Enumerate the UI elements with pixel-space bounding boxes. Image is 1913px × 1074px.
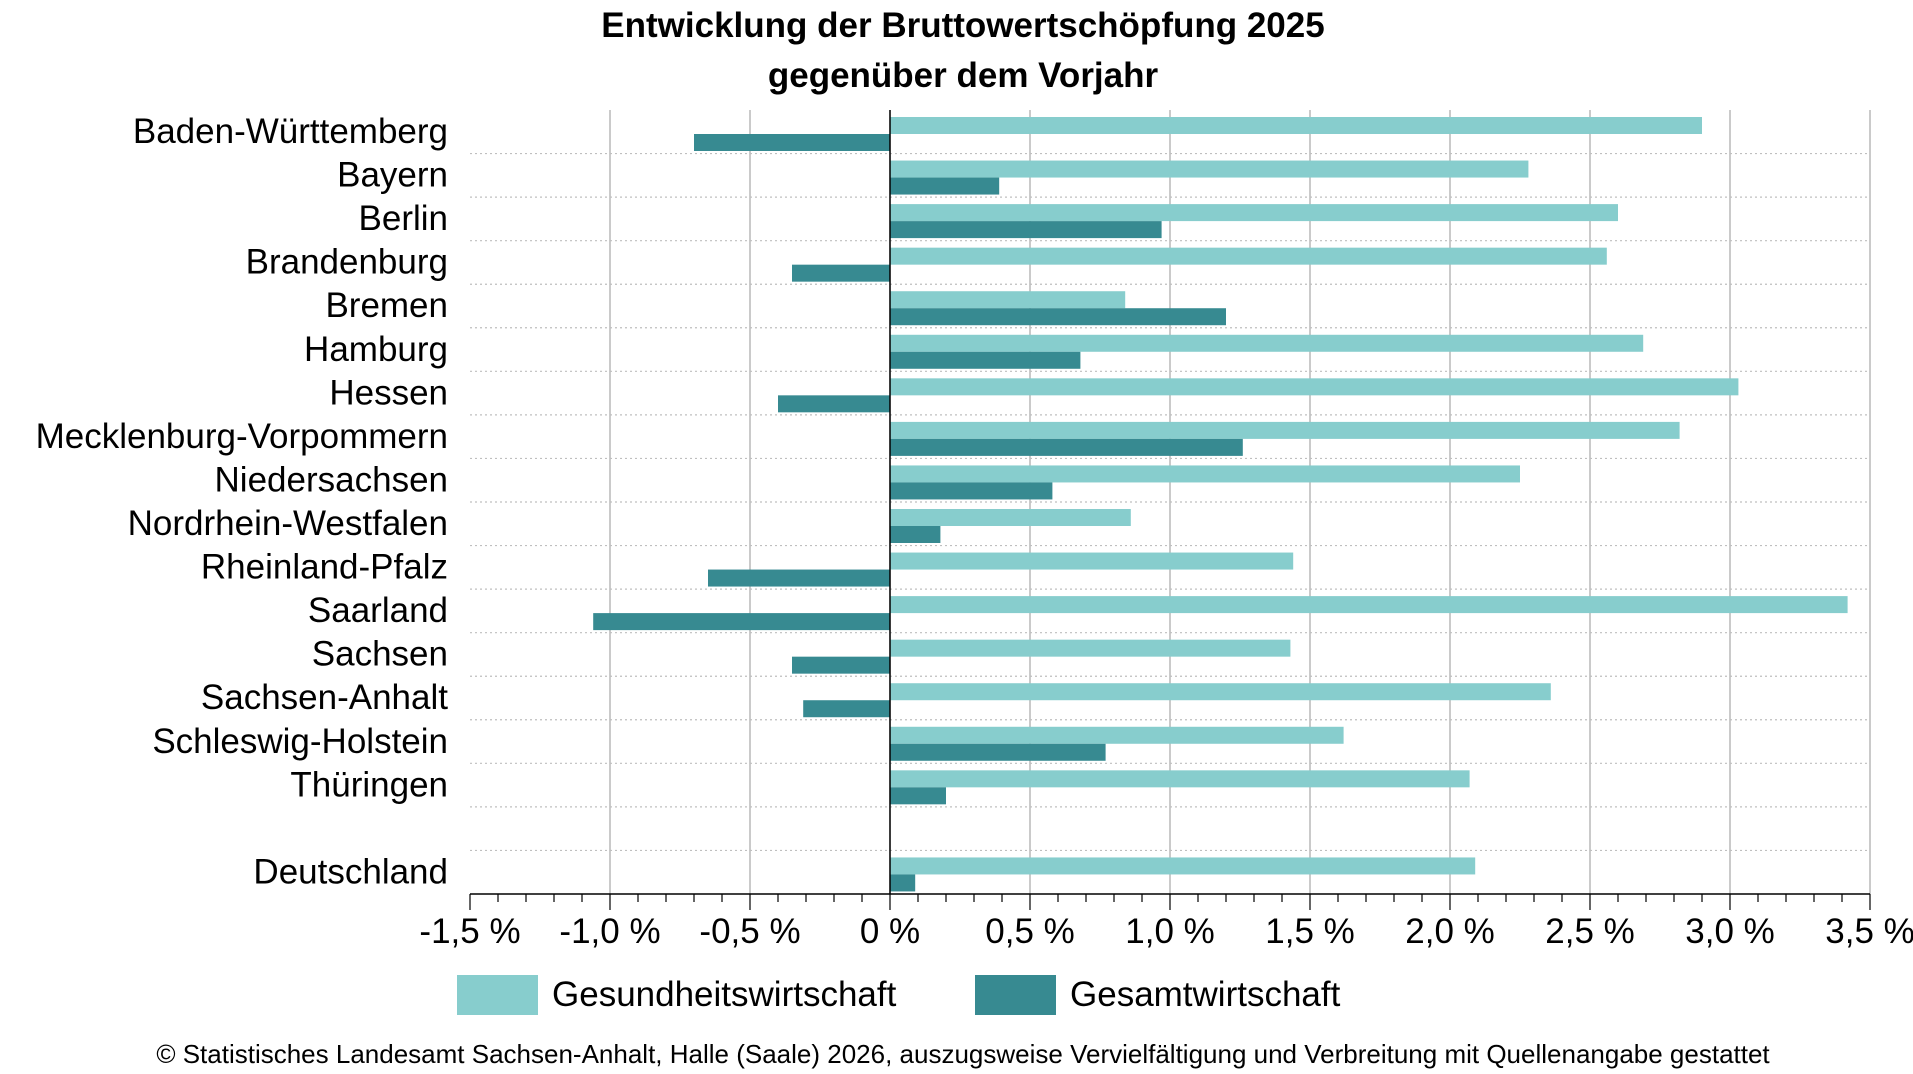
x-tick-label: 0 % [860,912,920,951]
bar-gesamtwirtschaft [890,221,1162,239]
x-axis: -1,5 % -1,0 % -0,5 % 0 % 0,5 % 1,0 % 1,5 % 2,0 … [419,110,1913,951]
category-label: Mecklenburg-Vorpommern [36,417,448,456]
bar-gesamtwirtschaft [694,134,890,151]
bar-gesundheitswirtschaft [890,421,1680,439]
bar-gesamtwirtschaft [890,526,941,543]
bar-gesundheitswirtschaft [890,204,1618,222]
x-tick-label: 1,5 % [1265,912,1355,951]
bar-gesamtwirtschaft [803,700,890,718]
x-tick-label: -0,5 % [699,912,800,951]
bar-gesundheitswirtschaft [890,596,1848,614]
bar-gesundheitswirtschaft [890,160,1529,178]
bar-gesundheitswirtschaft [890,117,1702,134]
x-tick-label: 0,5 % [985,912,1075,951]
bar-gesamtwirtschaft [890,482,1053,500]
bar-gesamtwirtschaft [890,177,1000,195]
category-label: Nordrhein-Westfalen [128,504,448,543]
bar-gesamtwirtschaft [890,351,1081,369]
x-tick-label: 3,0 % [1685,912,1775,951]
category-label: Bremen [325,286,448,325]
bar-gesundheitswirtschaft [890,770,1470,788]
legend-swatch [975,975,1056,1015]
category-label: Sachsen-Anhalt [201,678,448,717]
bar-gesundheitswirtschaft [890,857,1476,875]
category-labels: Baden-Württemberg Bayern Berlin Brandenburg… [36,112,449,891]
bar-gesundheitswirtschaft [890,639,1291,657]
bar-gesundheitswirtschaft [890,334,1644,352]
chart-subtitle: gegenüber dem Vorjahr [768,56,1159,95]
bar-gesundheitswirtschaft [890,552,1294,570]
bar-gesundheitswirtschaft [890,378,1739,396]
bars [593,117,1848,892]
x-tick-label: -1,0 % [559,912,660,951]
bar-gesamtwirtschaft [778,395,890,413]
bar-gesundheitswirtschaft [890,291,1126,309]
bar-gesamtwirtschaft [792,264,890,282]
x-tick-label: 3,5 % [1825,912,1913,951]
legend-gesamtwirtschaft: Gesamtwirtschaft [975,975,1341,1015]
bar-gesundheitswirtschaft [890,726,1344,744]
category-label: Brandenburg [246,243,448,282]
category-label: Schleswig-Holstein [152,722,448,761]
bar-gesamtwirtschaft [890,308,1226,326]
legend-swatch [457,975,538,1015]
bar-gesamtwirtschaft [708,569,890,587]
category-label: Hamburg [304,330,448,369]
bar-gesundheitswirtschaft [890,247,1607,265]
legend: Gesundheitswirtschaft Gesamtwirtschaft [457,975,1341,1015]
category-label: Sachsen [312,635,448,674]
bar-gesamtwirtschaft [890,874,916,892]
bar-gesamtwirtschaft [593,613,890,631]
bar-gesundheitswirtschaft [890,509,1131,526]
x-tick-label: -1,5 % [419,912,520,951]
bar-gesamtwirtschaft [890,438,1243,456]
gridlines [470,110,1871,894]
category-label: Rheinland-Pfalz [201,548,448,587]
bar-gesundheitswirtschaft [890,683,1551,701]
category-label: Niedersachsen [215,460,448,499]
category-label: Bayern [337,156,448,195]
bar-gesundheitswirtschaft [890,465,1520,483]
category-label: Berlin [359,199,448,238]
category-label: Deutschland [253,852,448,891]
legend-gesundheitswirtschaft: Gesundheitswirtschaft [457,975,897,1015]
category-label: Saarland [308,591,448,630]
bar-gesamtwirtschaft [890,743,1106,761]
x-tick-label: 2,0 % [1405,912,1495,951]
x-tick-label: 2,5 % [1545,912,1635,951]
copyright-footer: © Statistisches Landesamt Sachsen-Anhalt… [156,1039,1770,1069]
chart-title: Entwicklung der Bruttowertschöpfung 2025 [601,6,1324,45]
category-label: Baden-Württemberg [133,112,448,151]
category-label: Hessen [329,373,448,412]
bar-gesamtwirtschaft [792,656,890,674]
legend-label: Gesundheitswirtschaft [552,975,897,1014]
x-tick-label: 1,0 % [1125,912,1215,951]
legend-label: Gesamtwirtschaft [1070,975,1341,1014]
bar-gesamtwirtschaft [890,787,946,805]
category-label: Thüringen [290,765,448,804]
